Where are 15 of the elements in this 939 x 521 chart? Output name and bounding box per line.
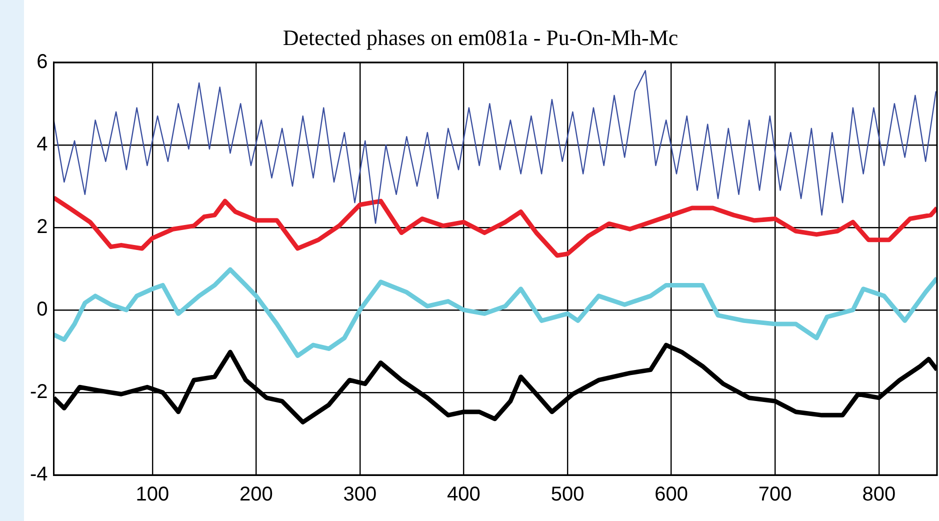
x-tick-label: 800 bbox=[862, 484, 896, 506]
x-tick-label: 600 bbox=[654, 484, 688, 506]
x-tick-label: 400 bbox=[447, 484, 480, 506]
y-tick-label: 4 bbox=[36, 133, 48, 156]
y-tick-label: 6 bbox=[36, 50, 48, 73]
y-tick-label: -2 bbox=[30, 380, 48, 403]
x-tick-label: 700 bbox=[758, 484, 792, 506]
y-tick-label: 0 bbox=[36, 298, 48, 320]
x-tick-label: 300 bbox=[343, 484, 377, 506]
chart-title: Detected phases on em081a - Pu-On-Mh-Mc bbox=[282, 24, 678, 50]
x-tick-label: 200 bbox=[239, 484, 273, 506]
x-tick-label: 100 bbox=[136, 484, 170, 506]
x-tick-label: 500 bbox=[550, 484, 584, 506]
y-tick-label: 2 bbox=[36, 216, 48, 238]
y-tick-label: -4 bbox=[30, 464, 48, 486]
